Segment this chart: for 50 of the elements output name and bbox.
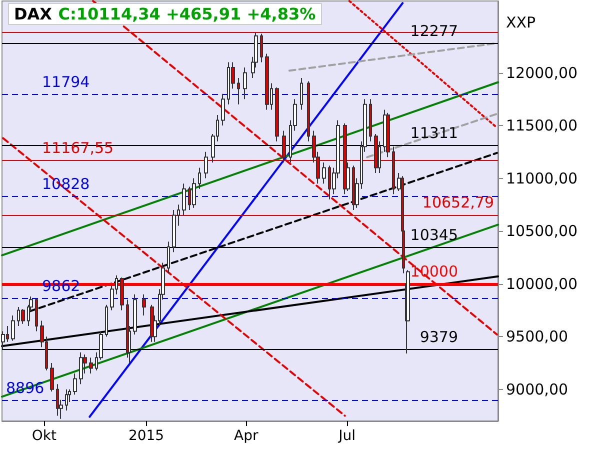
y-tick-label: 10500,00 [506,222,578,240]
x-tick-label: 2015 [128,428,164,444]
candlestick [167,241,170,274]
candlestick [50,362,54,392]
candlestick [386,112,390,158]
x-tick-label: Apr [234,428,258,444]
candlestick [300,78,303,110]
candlestick [79,352,83,385]
y-axis-title: XXP [506,14,536,32]
candlestick [221,93,225,126]
candlestick [11,314,15,342]
ref-line-label: 10000 [410,262,458,280]
candlestick [198,167,201,190]
candlestick [142,294,146,316]
candlestick [21,308,25,324]
ref-line-label: 10345 [410,226,458,244]
x-tick-label: Jul [338,428,356,444]
y-tick-label: 11000,00 [506,169,578,188]
candlestick [265,53,269,110]
candlestick [352,165,355,210]
ref-line-label: 9379 [420,328,458,346]
y-tick-label: 9000,00 [506,380,568,398]
ref-line-label: 11311 [410,124,458,142]
y-tick-label: 9500,00 [506,328,568,346]
chart-subtitle: C:10114,34 +465,91 +4,83% [58,4,316,24]
candlestick [65,388,68,411]
y-tick-label: 12000,00 [506,64,578,82]
candlestick [182,183,186,216]
y-tick-label: 11500,00 [506,116,578,135]
chart-title: DAX [14,4,53,24]
candlestick [237,78,240,105]
candlestick [105,304,108,338]
candlestick [73,373,77,396]
candlestick [89,357,93,374]
candlestick [322,162,326,184]
candlestick [120,276,124,311]
candlestick [307,80,310,142]
candlestick [275,87,279,142]
candlestick [35,298,38,332]
candlestick [192,178,196,208]
candlestick [133,294,137,335]
y-tick-label: 10000,00 [506,274,578,293]
candlestick [243,66,247,100]
candlestick [204,151,208,179]
ref-line-label: 10828 [42,174,90,193]
ref-line-label: 11794 [42,72,90,91]
candlestick [369,98,372,142]
ref-line-label: 10652,79 [422,193,494,212]
x-tick-label: Okt [32,428,57,444]
candlestick [56,384,59,416]
